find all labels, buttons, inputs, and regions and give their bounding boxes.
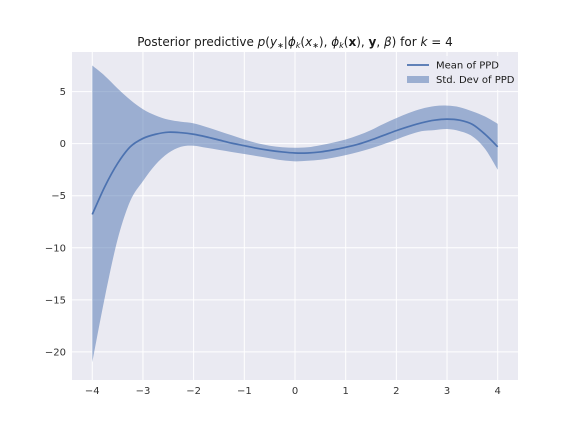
- x-tick-label: −1: [237, 386, 252, 397]
- y-tick-label: 0: [60, 139, 66, 150]
- x-tick-label: 0: [292, 386, 298, 397]
- std-dev-band: [92, 65, 498, 363]
- y-tick-label: −10: [45, 243, 66, 254]
- chart-title: Posterior predictive p(y∗|ϕk(x∗), ϕk(x),…: [137, 35, 453, 50]
- legend: Mean of PPD Std. Dev of PPD: [400, 56, 515, 90]
- x-tick-label: −4: [85, 386, 100, 397]
- legend-band-swatch: [407, 76, 429, 83]
- x-tick-label: −2: [186, 386, 201, 397]
- mean-line: [91, 118, 499, 215]
- x-tick-label: −3: [136, 386, 151, 397]
- legend-band-label: Std. Dev of PPD: [436, 75, 515, 86]
- legend-mean-label: Mean of PPD: [436, 61, 499, 72]
- y-tick-label: 5: [60, 87, 66, 98]
- x-tick-label: 3: [444, 386, 450, 397]
- x-tick-label: 2: [393, 386, 399, 397]
- y-tick-label: −20: [45, 347, 66, 358]
- y-tick-label: −5: [51, 191, 66, 202]
- legend-box: [400, 56, 515, 90]
- x-tick-label: 4: [495, 386, 501, 397]
- x-tick-label: 1: [342, 386, 348, 397]
- y-axis-ticks: 5 0 −5 −10 −15 −20: [45, 87, 66, 358]
- x-axis-ticks: −4 −3 −2 −1 0 1 2 3 4: [85, 386, 501, 397]
- y-tick-label: −15: [45, 295, 66, 306]
